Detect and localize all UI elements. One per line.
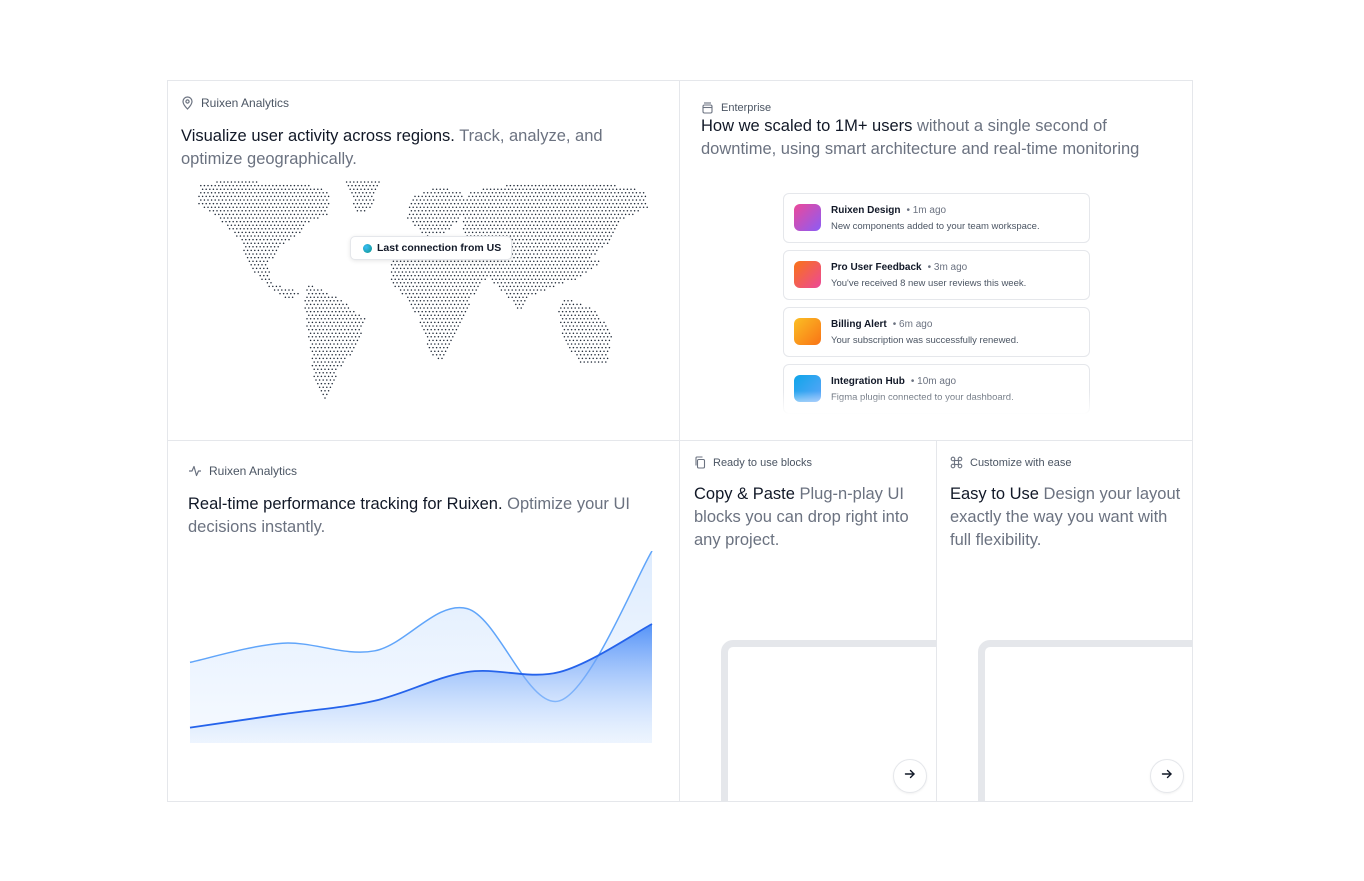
map-card-headline-muted: Track, analyze, and optimize geographica… (181, 127, 603, 168)
map-card-eyebrow-label: Ruixen Analytics (201, 96, 290, 110)
connection-tooltip: Last connection from US (350, 236, 513, 260)
notification-item[interactable]: Billing Alert • 6m ago Your subscription w… (783, 307, 1090, 357)
customize-card-headline-muted: Design your layout exactly the way you w… (950, 485, 1181, 549)
map-card: Ruixen Analytics Visualize user activity… (168, 81, 680, 441)
customize-card-arrow-button[interactable] (1150, 759, 1184, 793)
notification-title-text: Ruixen Design (831, 205, 901, 216)
copy-card-arrow-button[interactable] (893, 759, 927, 793)
customize-card-eyebrow-label: Customize with ease (970, 456, 1072, 469)
notification-title-text: Billing Alert (831, 319, 887, 330)
series-1-line (189, 623, 653, 729)
copy-card-eyebrow: Ready to use blocks (694, 456, 812, 469)
world-dot-map (180, 181, 650, 407)
performance-card: Ruixen Analytics Real-time performance t… (168, 441, 680, 801)
performance-card-headline-muted: Optimize your UI decisions instantly. (188, 495, 630, 536)
notification-title: Ruixen Design • 1m ago (831, 205, 946, 216)
performance-card-headline: Real-time performance tracking for Ruixe… (188, 493, 658, 539)
map-card-headline: Visualize user activity across regions. … (181, 125, 651, 171)
notification-time: • 10m ago (910, 376, 957, 387)
enterprise-card-eyebrow-label: Enterprise (721, 101, 772, 114)
performance-card-headline-strong: Real-time performance tracking for Ruixe… (188, 495, 503, 513)
activity-icon (188, 465, 202, 477)
performance-card-eyebrow-label: Ruixen Analytics (209, 464, 298, 478)
notification-title: Billing Alert • 6m ago (831, 319, 932, 330)
enterprise-card-headline-muted: without a single second of downtime, usi… (701, 117, 1140, 158)
notification-item[interactable]: Pro User Feedback • 3m ago You've received… (783, 250, 1090, 300)
performance-area-chart (189, 551, 653, 743)
notification-title: Pro User Feedback • 3m ago (831, 262, 967, 273)
notification-time: • 1m ago (906, 205, 947, 216)
customize-card: Customize with ease Easy to Use Design y… (937, 441, 1192, 801)
performance-card-eyebrow: Ruixen Analytics (188, 464, 297, 478)
notification-body: Your subscription was successfully renew… (831, 335, 1019, 346)
map-card-eyebrow: Ruixen Analytics (181, 96, 289, 110)
copy-card-headline-strong: Copy & Paste (694, 485, 795, 503)
location-pin-icon (181, 96, 194, 110)
notification-list: Ruixen Design • 1m ago New components adde… (783, 193, 1090, 415)
series-1-area (190, 624, 652, 743)
notification-time: • 6m ago (892, 319, 933, 330)
copy-icon (694, 456, 706, 469)
notification-time: • 3m ago (927, 262, 968, 273)
copy-paste-card: Ready to use blocks Copy & Paste Plug-n-… (680, 441, 937, 801)
customize-card-eyebrow: Customize with ease (950, 456, 1072, 469)
arrow-right-icon (1161, 767, 1173, 785)
archive-icon (701, 101, 714, 114)
command-icon (950, 456, 963, 469)
enterprise-card-headline-strong: How we scaled to 1M+ users (701, 117, 913, 135)
arrow-right-icon (904, 767, 916, 785)
copy-card-headline: Copy & Paste Plug-n-play UI blocks you c… (694, 483, 926, 552)
notification-item[interactable]: Ruixen Design • 1m ago New components adde… (783, 193, 1090, 243)
world-map-dots (198, 181, 648, 399)
bento-grid: Ruixen Analytics Visualize user activity… (167, 80, 1193, 802)
connection-tooltip-label: Last connection from US (377, 242, 502, 254)
customize-card-headline-strong: Easy to Use (950, 485, 1039, 503)
notification-body: New components added to your team worksp… (831, 221, 1040, 232)
app-icon (794, 261, 821, 288)
enterprise-card-eyebrow: Enterprise (701, 101, 771, 114)
copy-card-headline-muted: Plug-n-play UI blocks you can drop right… (694, 485, 909, 549)
notification-title: Integration Hub • 10m ago (831, 376, 956, 387)
enterprise-card: Enterprise How we scaled to 1M+ users wi… (680, 81, 1192, 441)
app-icon (794, 204, 821, 231)
notification-title-text: Integration Hub (831, 376, 905, 387)
customize-card-headline: Easy to Use Design your layout exactly t… (950, 483, 1182, 552)
globe-icon (363, 243, 372, 253)
notification-body: You've received 8 new user reviews this … (831, 278, 1027, 289)
notification-fade (783, 391, 1090, 415)
copy-card-eyebrow-label: Ready to use blocks (713, 456, 813, 469)
app-icon (794, 318, 821, 345)
enterprise-card-headline: How we scaled to 1M+ users without a sin… (701, 115, 1171, 161)
notification-title-text: Pro User Feedback (831, 262, 922, 273)
map-card-headline-strong: Visualize user activity across regions. (181, 127, 455, 145)
